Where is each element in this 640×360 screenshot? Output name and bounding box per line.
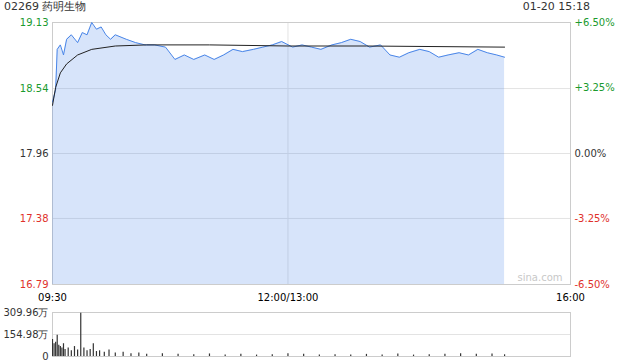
svg-text:16:00: 16:00	[556, 292, 585, 303]
svg-text:+6.50%: +6.50%	[575, 17, 615, 28]
svg-text:16.79: 16.79	[20, 279, 49, 290]
svg-text:09:30: 09:30	[38, 292, 67, 303]
svg-text:0: 0	[42, 351, 48, 360]
html-text:01-20 15:18: 01-20 15:18	[522, 0, 590, 13]
svg-text:12:00/13:00: 12:00/13:00	[257, 292, 318, 303]
svg-text:sina.com: sina.com	[518, 272, 563, 283]
svg-text:17.38: 17.38	[20, 213, 49, 224]
svg-text:309.96万: 309.96万	[4, 307, 49, 318]
svg-text:154.98万: 154.98万	[4, 329, 49, 340]
svg-text:-3.25%: -3.25%	[575, 213, 610, 224]
svg-text:0.00%: 0.00%	[575, 148, 607, 159]
svg-text:18.54: 18.54	[20, 83, 49, 94]
svg-text:+3.25%: +3.25%	[575, 82, 615, 93]
html-text:02269 药明生物: 02269 药明生物	[4, 0, 87, 13]
svg-text:19.13: 19.13	[20, 17, 49, 28]
svg-text:17.96: 17.96	[20, 148, 49, 159]
svg-text:-6.50%: -6.50%	[575, 279, 610, 290]
